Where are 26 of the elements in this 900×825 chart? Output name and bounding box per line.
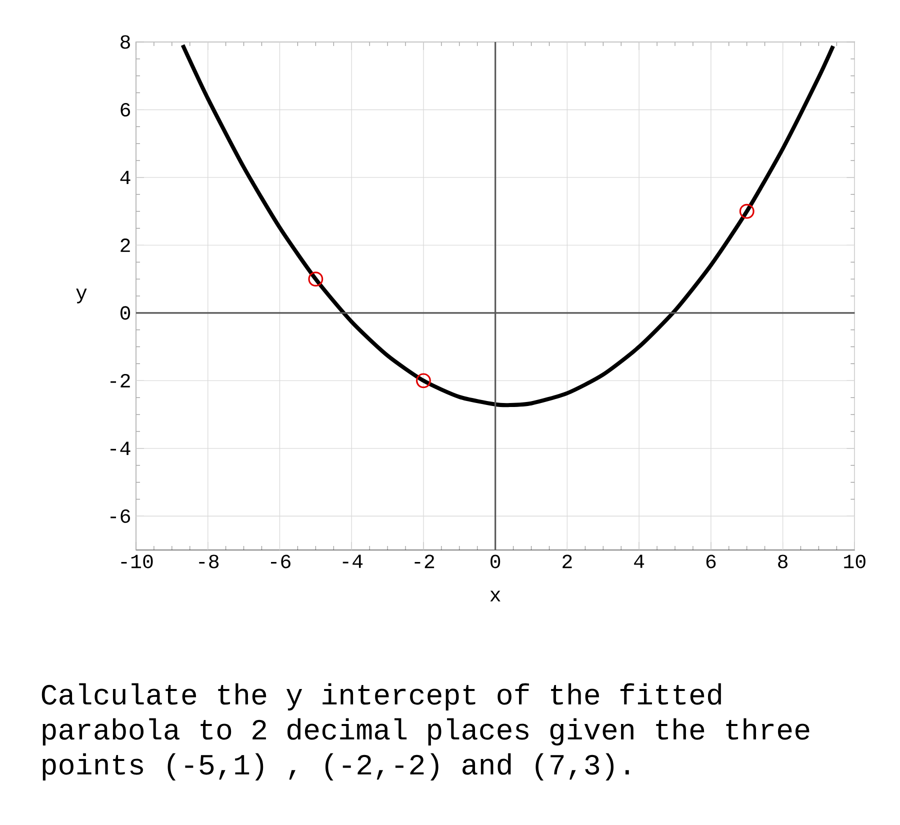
y-tick-label: 2 [120, 238, 130, 252]
x-tick-label: -6 [270, 554, 290, 568]
y-tick-label: -4 [110, 442, 130, 455]
x-tick-label: -2 [414, 554, 434, 568]
y-tick-label: 4 [120, 170, 130, 184]
y-tick-label: 6 [120, 102, 130, 117]
text: Calculate the y intercept of the fitted parabola to 2 decimal places given the three points (-5,1) , (-2,-2) and (7,3). [42, 683, 810, 780]
point [739, 204, 754, 219]
x-tick-label: 2 [562, 554, 572, 568]
x-tick-label: 4 [634, 554, 644, 568]
x-tick-label: 10 [844, 554, 866, 568]
x-tick-label: -8 [199, 554, 219, 568]
x-tick-label: 6 [706, 554, 716, 568]
x-tick-label: 8 [778, 554, 788, 568]
x-tick-label: -10 [121, 554, 153, 568]
y-axis-title: y [76, 288, 87, 304]
point [416, 373, 431, 388]
x-tick-label: 0 [490, 554, 500, 568]
x-axis-title: x [490, 590, 500, 602]
y-tick-label: 8 [120, 35, 130, 49]
x-tick-label: -4 [342, 554, 363, 568]
y-tick-label: -6 [110, 509, 130, 523]
y-tick-label: 0 [120, 306, 130, 320]
point [308, 272, 324, 287]
line-series [180, 43, 836, 408]
y-tick-label: -2 [110, 374, 130, 388]
